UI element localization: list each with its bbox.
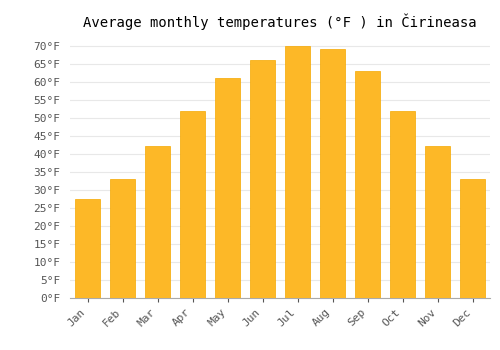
Bar	[250, 60, 275, 298]
Bar	[390, 111, 415, 298]
Bar	[180, 111, 205, 298]
Bar	[425, 146, 450, 298]
Bar	[285, 46, 310, 298]
Bar	[320, 49, 345, 298]
Bar	[215, 78, 240, 298]
Bar	[355, 71, 380, 298]
Bar	[145, 146, 170, 298]
Bar	[75, 198, 100, 298]
Title: Average monthly temperatures (°F ) in Čirineasa: Average monthly temperatures (°F ) in Či…	[83, 13, 477, 30]
Bar	[460, 179, 485, 298]
Bar	[110, 179, 135, 298]
